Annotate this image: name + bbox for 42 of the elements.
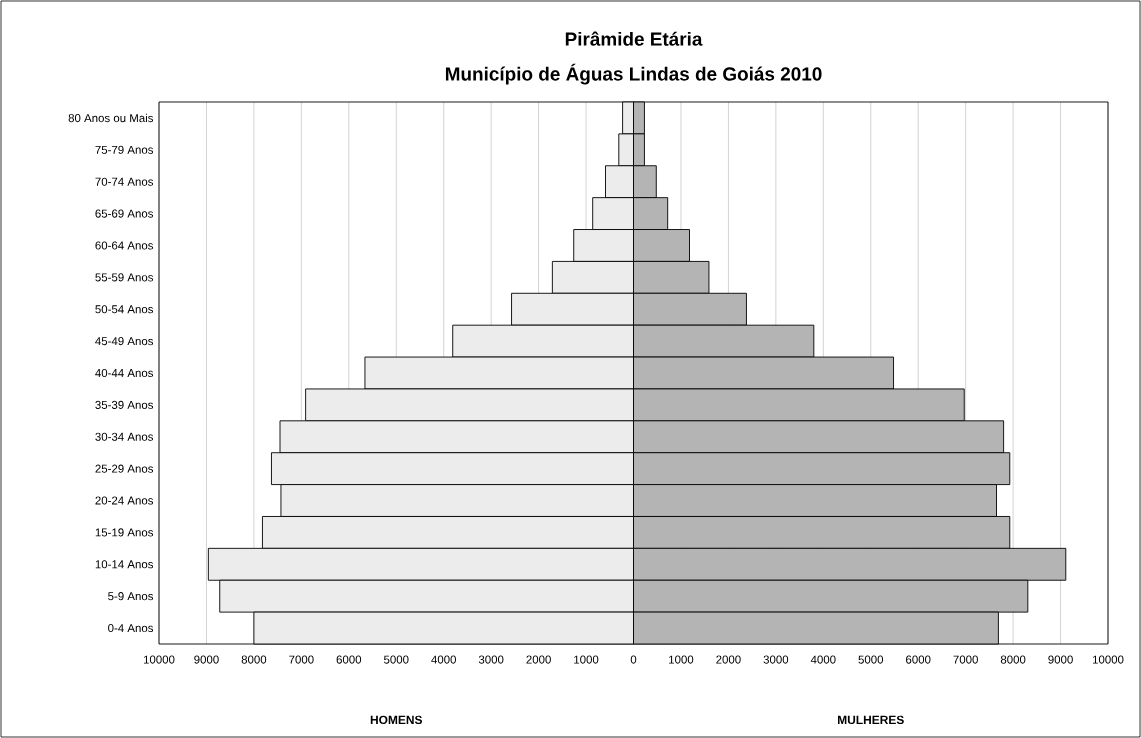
y-tick-label: 5-9 Anos	[108, 592, 154, 601]
y-tick-label: 60-64 Anos	[95, 241, 154, 250]
x-tick-label: 6000	[906, 655, 931, 664]
y-tick-label: 30-34 Anos	[95, 432, 154, 441]
x-tick-label: 8000	[1000, 655, 1026, 664]
y-tick-label: 20-24 Anos	[95, 496, 154, 505]
y-tick-label: 65-69 Anos	[95, 209, 154, 218]
x-tick-label: 3000	[478, 655, 504, 664]
y-tick-label: 0-4 Anos	[108, 624, 154, 633]
x-tick-label: 1000	[669, 655, 694, 664]
y-tick-label: 35-39 Anos	[95, 400, 154, 409]
chart-subtitle: Município de Águas Lindas de Goiás 2010	[445, 63, 822, 85]
x-tick-label: 4000	[810, 655, 836, 664]
x-tick-label: 1000	[574, 655, 599, 664]
x-tick-label: 3000	[763, 655, 789, 664]
x-tick-label: 0	[630, 655, 637, 664]
x-tick-label: 7000	[289, 655, 314, 664]
y-tick-label: 45-49 Anos	[95, 337, 154, 346]
x-tick-label: 2000	[526, 655, 551, 664]
x-tick-label: 7000	[953, 655, 978, 664]
text: HOMENS	[370, 715, 423, 725]
y-tick-label: 75-79 Anos	[95, 145, 154, 154]
x-tick-label: 4000	[431, 655, 456, 664]
y-tick-label: 10-14 Anos	[95, 560, 154, 569]
y-tick-label: 55-59 Anos	[95, 273, 154, 282]
x-tick-label: 5000	[383, 655, 409, 664]
y-tick-label: 40-44 Anos	[95, 368, 154, 378]
x-tick-label: 8000	[241, 655, 267, 664]
chart-title: Pirâmide Etária	[565, 31, 703, 46]
text: MULHERES	[838, 715, 904, 725]
x-tick-label: 5000	[858, 655, 884, 664]
y-tick-label: 15-19 Anos	[95, 528, 154, 537]
x-tick-label: 6000	[336, 655, 362, 664]
y-tick-label: 25-29 Anos	[95, 464, 154, 473]
y-tick-label: 70-74 Anos	[95, 177, 154, 186]
x-tick-label: 9000	[1048, 655, 1073, 664]
x-tick-label: 10000	[143, 655, 175, 664]
x-tick-label: 2000	[716, 655, 741, 664]
y-tick-label: 50-54 Anos	[95, 305, 154, 314]
x-tick-label: 10000	[1092, 655, 1124, 664]
y-tick-label: 80 Anos ou Mais	[68, 113, 154, 123]
x-tick-label: 9000	[194, 655, 219, 664]
